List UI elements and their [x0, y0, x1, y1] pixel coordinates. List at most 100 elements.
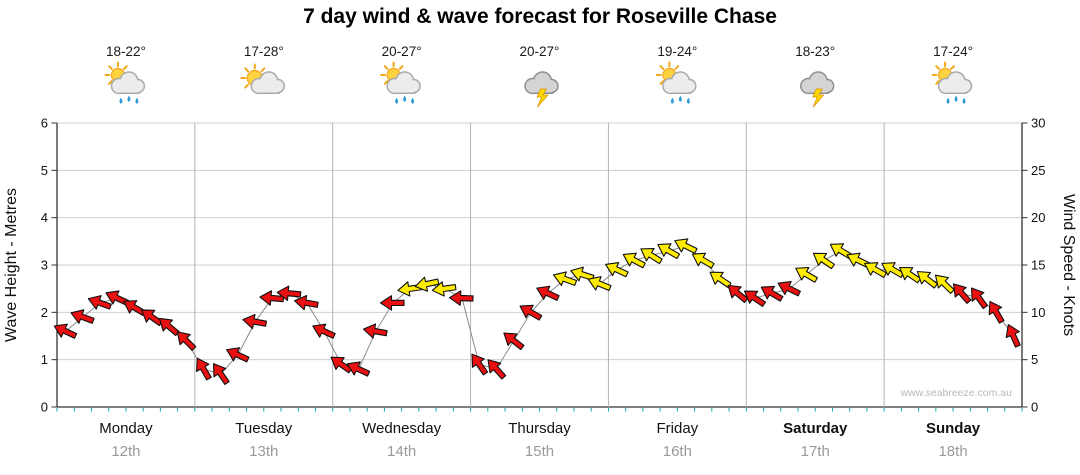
wave-axis-tick: 3 — [41, 258, 48, 273]
sun-cloud-rain-icon — [931, 61, 973, 104]
wind-arrow — [176, 331, 197, 351]
day-date: 12th — [111, 443, 140, 460]
day-date: 16th — [663, 443, 692, 460]
axes: 0 1 2 3 4 5 6 0 5 10 15 20 25 30 Wave Height - Metres W… — [3, 116, 1077, 415]
wind-arrow — [674, 238, 698, 254]
day-date: 15th — [525, 443, 554, 460]
sun-cloud-rain-icon — [655, 61, 697, 104]
day-name: Wednesday — [362, 420, 441, 437]
wave-axis-tick: 2 — [41, 305, 48, 320]
wind-arrow — [760, 285, 784, 302]
wind-arrow — [553, 271, 578, 287]
wind-arrow — [105, 290, 129, 306]
wind-arrow — [777, 281, 801, 297]
day-date: 13th — [249, 443, 278, 460]
wind-arrow — [605, 261, 629, 278]
wind-arrow — [795, 266, 818, 283]
wind-arrow — [448, 290, 474, 306]
wind-arrow — [727, 284, 749, 304]
wind-arrow — [471, 353, 489, 376]
wave-axis-tick: 5 — [41, 163, 48, 178]
wind-arrow — [70, 309, 95, 324]
wind-arrow — [536, 285, 560, 301]
wind-arrow — [1005, 324, 1021, 348]
wave-axis-tick: 4 — [41, 210, 48, 225]
wind-arrow — [934, 274, 955, 294]
wind-arrow — [622, 252, 646, 269]
wind-arrow — [431, 281, 457, 297]
sun-cloud-rain-icon — [380, 61, 421, 104]
wind-arrow — [916, 270, 939, 289]
wind-arrow — [195, 357, 212, 381]
wind-arrow — [87, 295, 112, 310]
day-date: 17th — [801, 443, 830, 460]
wind-arrow — [988, 300, 1005, 324]
day-name: Monday — [99, 420, 153, 437]
day-name: Thursday — [508, 420, 571, 437]
wind-arrow — [346, 361, 371, 377]
day-temp-range: 20-27° — [382, 44, 422, 59]
wind-arrow — [657, 243, 681, 260]
sun-cloud-rain-icon — [104, 61, 146, 104]
wind-arrow — [640, 248, 663, 265]
wave-axis-tick: 1 — [41, 352, 48, 367]
wind-arrow — [158, 317, 180, 337]
wind-arrow — [226, 347, 250, 363]
page-title: 7 day wind & wave forecast for Roseville… — [303, 5, 777, 28]
wind-arrow — [379, 295, 405, 311]
wind-arrow — [952, 283, 972, 304]
wind-arrow — [141, 309, 163, 327]
wind-arrow — [829, 243, 853, 260]
wind-arrow — [53, 323, 78, 339]
wind-axis-tick: 25 — [1031, 163, 1045, 178]
wind-axis-tick: 20 — [1031, 210, 1045, 225]
day-name: Saturday — [783, 420, 848, 437]
day-temp-range: 19-24° — [657, 44, 697, 59]
wind-arrow — [294, 294, 319, 311]
wind-arrow — [709, 271, 732, 289]
storm-icon — [524, 71, 559, 108]
wind-arrow — [212, 363, 230, 385]
sun-cloud-icon — [240, 63, 285, 95]
day-temp-range: 17-24° — [933, 44, 973, 59]
wind-axis-tick: 15 — [1031, 258, 1045, 273]
wind-arrow — [691, 252, 715, 269]
watermark: www.seabreeze.com.au — [900, 387, 1013, 399]
wind-arrow — [846, 252, 870, 269]
wind-axis-tick: 10 — [1031, 305, 1045, 320]
storm-icon — [800, 71, 835, 108]
wind-arrow — [812, 252, 835, 270]
day-date: 14th — [387, 443, 416, 460]
day-name: Tuesday — [235, 420, 292, 437]
wind-arrow — [503, 332, 525, 351]
wind-arrow — [519, 304, 543, 321]
wind-axis-tick: 5 — [1031, 352, 1038, 367]
wind-arrow — [743, 290, 767, 307]
wind-arrow — [570, 266, 595, 282]
wave-axis-tick: 6 — [41, 116, 48, 131]
wind-axis-tick: 30 — [1031, 116, 1045, 131]
day-date: 18th — [938, 443, 967, 460]
wind-axis-title: Wind Speed - Knots — [1060, 194, 1077, 336]
day-temp-range: 20-27° — [520, 44, 560, 59]
wind-arrow — [362, 323, 388, 339]
wind-arrow — [414, 276, 440, 292]
wind-arrow — [276, 285, 302, 301]
wind-arrow — [312, 323, 336, 339]
wind-arrows — [53, 238, 1021, 385]
day-temp-range: 17-28° — [244, 44, 284, 59]
wave-axis-title: Wave Height - Metres — [3, 188, 20, 342]
wind-arrow — [971, 287, 989, 310]
wave-axis-tick: 0 — [41, 400, 48, 415]
day-name: Friday — [657, 420, 699, 437]
wind-arrow — [587, 276, 612, 291]
wind-axis-tick: 0 — [1031, 400, 1038, 415]
day-temp-range: 18-23° — [795, 44, 835, 59]
wind-arrow — [242, 313, 268, 330]
wind-arrow — [864, 262, 887, 279]
wind-arrow — [487, 359, 507, 380]
day-name: Sunday — [926, 420, 981, 437]
day-temp-range: 18-22° — [106, 44, 146, 59]
